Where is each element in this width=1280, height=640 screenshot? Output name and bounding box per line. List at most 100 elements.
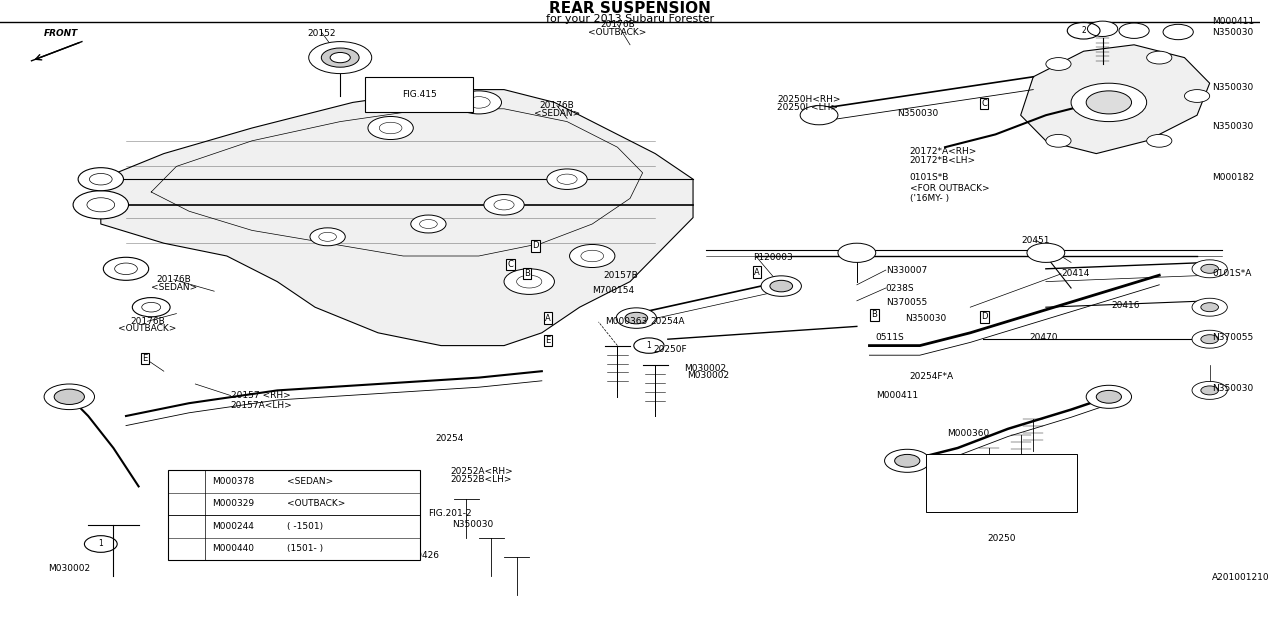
Circle shape <box>547 169 588 189</box>
Circle shape <box>1088 21 1117 36</box>
Text: A201001210: A201001210 <box>1212 573 1270 582</box>
Text: M000411: M000411 <box>1212 17 1254 26</box>
Circle shape <box>1201 386 1219 395</box>
Circle shape <box>484 195 525 215</box>
Text: 20157A<LH>: 20157A<LH> <box>230 401 292 410</box>
Circle shape <box>1119 23 1149 38</box>
Text: 20470: 20470 <box>1029 333 1059 342</box>
Text: 20252A<RH>: 20252A<RH> <box>451 467 513 476</box>
Text: 20250F: 20250F <box>654 345 687 354</box>
Text: M000440: M000440 <box>211 544 253 554</box>
Text: 20152: 20152 <box>307 29 335 38</box>
Text: ('16MY- ): ('16MY- ) <box>910 194 948 203</box>
Text: 20252B<LH>: 20252B<LH> <box>451 476 512 484</box>
Text: N350030: N350030 <box>1212 83 1253 92</box>
Circle shape <box>1184 90 1210 102</box>
Text: E: E <box>142 354 147 363</box>
Text: N350030: N350030 <box>452 520 493 529</box>
Text: 20254F*A: 20254F*A <box>910 372 954 381</box>
Text: N330007: N330007 <box>886 266 927 275</box>
Text: N350030: N350030 <box>1212 384 1253 393</box>
Circle shape <box>895 454 920 467</box>
Text: M000378: M000378 <box>211 477 253 486</box>
Text: 20250: 20250 <box>987 534 1016 543</box>
Text: (1501- ): (1501- ) <box>287 544 324 554</box>
Circle shape <box>1071 83 1147 122</box>
Circle shape <box>1087 385 1132 408</box>
Text: 1: 1 <box>99 540 104 548</box>
Circle shape <box>1087 91 1132 114</box>
Circle shape <box>1201 303 1219 312</box>
Text: <SEDAN>: <SEDAN> <box>287 477 334 486</box>
Text: A: A <box>754 268 760 276</box>
Text: N350030: N350030 <box>1212 122 1253 131</box>
Text: P120003: P120003 <box>754 253 794 262</box>
Text: M000411: M000411 <box>973 487 1015 496</box>
Text: 20250I <LH>: 20250I <LH> <box>777 103 838 112</box>
Text: 2: 2 <box>1082 26 1085 35</box>
Circle shape <box>73 191 128 219</box>
Text: 0101S*B: 0101S*B <box>910 173 950 182</box>
Circle shape <box>411 215 445 233</box>
Text: 20416: 20416 <box>1111 301 1140 310</box>
Circle shape <box>132 298 170 317</box>
Circle shape <box>762 276 801 296</box>
Text: 20250H<RH>: 20250H<RH> <box>777 95 841 104</box>
Text: REAR SUSPENSION: REAR SUSPENSION <box>549 1 710 16</box>
Circle shape <box>78 168 123 191</box>
Circle shape <box>308 42 371 74</box>
Text: D: D <box>532 241 539 250</box>
Circle shape <box>1201 335 1219 344</box>
Text: FIG.415: FIG.415 <box>374 77 408 86</box>
Circle shape <box>456 91 502 114</box>
Text: E: E <box>545 336 550 345</box>
Text: 2: 2 <box>184 522 189 531</box>
Text: 0101S*A: 0101S*A <box>1212 269 1252 278</box>
Text: 20176B: 20176B <box>156 275 191 284</box>
Circle shape <box>330 52 351 63</box>
Circle shape <box>321 48 360 67</box>
Circle shape <box>884 449 931 472</box>
Text: M030002: M030002 <box>685 364 727 372</box>
Text: 20176B: 20176B <box>131 317 165 326</box>
Text: M000360: M000360 <box>947 429 989 438</box>
Text: FIG.201-2: FIG.201-2 <box>1124 417 1167 426</box>
Text: <OUTBACK>: <OUTBACK> <box>118 324 177 333</box>
Circle shape <box>616 308 657 328</box>
Circle shape <box>310 228 346 246</box>
FancyBboxPatch shape <box>1108 414 1203 432</box>
Text: 2: 2 <box>184 544 189 554</box>
FancyBboxPatch shape <box>365 77 472 112</box>
Text: N350030: N350030 <box>897 109 938 118</box>
Text: M000411: M000411 <box>876 391 918 400</box>
Circle shape <box>1201 264 1219 273</box>
Text: N370055: N370055 <box>886 298 927 307</box>
Text: 20414: 20414 <box>1061 269 1089 278</box>
Text: <OUTBACK>: <OUTBACK> <box>589 28 646 36</box>
Circle shape <box>1027 243 1065 262</box>
Text: 0511S: 0511S <box>876 333 905 342</box>
Text: M000244: M000244 <box>211 522 253 531</box>
Circle shape <box>1147 134 1172 147</box>
Text: <OUTBACK>: <OUTBACK> <box>287 499 346 509</box>
Text: M030002: M030002 <box>687 371 730 380</box>
Text: 20254: 20254 <box>435 434 465 443</box>
Circle shape <box>769 280 792 292</box>
Text: <FOR OUTBACK>: <FOR OUTBACK> <box>910 184 989 193</box>
Text: N350030: N350030 <box>905 314 946 323</box>
Text: ( -1501): ( -1501) <box>287 522 324 531</box>
Text: 20172*A<RH>: 20172*A<RH> <box>910 147 977 156</box>
Circle shape <box>625 312 648 324</box>
Text: C: C <box>982 99 987 108</box>
Text: 20157 <RH>: 20157 <RH> <box>230 391 291 400</box>
Text: M000426: M000426 <box>397 551 439 560</box>
Polygon shape <box>1020 45 1210 154</box>
Circle shape <box>1192 260 1228 278</box>
Polygon shape <box>101 90 692 346</box>
Text: M000363: M000363 <box>605 317 648 326</box>
Circle shape <box>1192 330 1228 348</box>
FancyBboxPatch shape <box>168 470 420 560</box>
Circle shape <box>800 106 838 125</box>
Text: 20157B: 20157B <box>604 271 639 280</box>
Text: A: A <box>545 314 550 323</box>
